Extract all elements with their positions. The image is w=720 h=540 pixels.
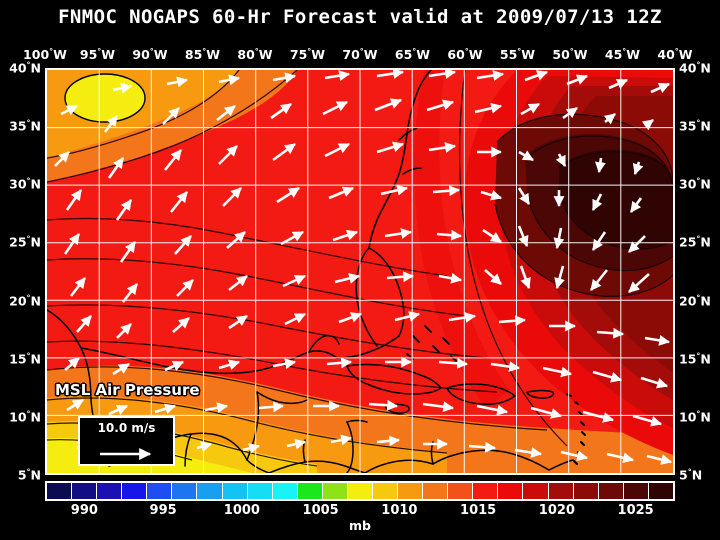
colorbar-swatch[interactable] bbox=[598, 483, 624, 499]
lon-tick-label: 90°W bbox=[132, 47, 168, 63]
colorbar-swatch[interactable] bbox=[247, 483, 273, 499]
lat-tick-label: 40°N bbox=[9, 60, 41, 76]
lat-tick-label: 35°N bbox=[9, 118, 41, 134]
lat-tick-label: 10°N bbox=[679, 409, 711, 425]
colorbar-swatch[interactable] bbox=[448, 483, 474, 499]
colorbar-unit-label: mb bbox=[349, 518, 371, 533]
colorbar-swatch[interactable] bbox=[347, 483, 374, 499]
colorbar-swatch[interactable] bbox=[122, 483, 148, 499]
lat-tick-label: 40°N bbox=[679, 60, 711, 76]
colorbar-swatch[interactable] bbox=[548, 483, 574, 499]
lat-tick-label: 15°N bbox=[9, 351, 41, 367]
lat-tick-label: 30°N bbox=[679, 176, 711, 192]
colorbar-swatch[interactable] bbox=[197, 483, 223, 499]
lat-tick-label: 10°N bbox=[9, 409, 41, 425]
colorbar-swatch[interactable] bbox=[648, 483, 673, 499]
wind-vector-scale-legend: 10.0 m/s bbox=[78, 416, 175, 466]
colorbar-swatch[interactable] bbox=[623, 483, 649, 499]
lat-tick-label: 5°N bbox=[17, 467, 41, 483]
lon-tick-label: 100°W bbox=[23, 47, 67, 63]
colorbar-swatch[interactable] bbox=[498, 483, 524, 499]
colorbar-tick-label: 1015 bbox=[460, 503, 497, 518]
colorbar-swatch[interactable] bbox=[373, 483, 399, 499]
lat-tick-label: 20°N bbox=[679, 292, 711, 309]
lon-tick-label: 65°W bbox=[394, 47, 431, 63]
right-arrow-icon bbox=[100, 448, 152, 460]
lat-tick-label: 25°N bbox=[9, 234, 41, 250]
lon-tick-label: 40°W bbox=[657, 47, 693, 63]
colorbar-swatch[interactable] bbox=[97, 483, 123, 499]
colorbar-tick-label: 1000 bbox=[223, 503, 260, 518]
colorbar-swatch[interactable] bbox=[72, 483, 98, 499]
colorbar-tick-label: 1010 bbox=[381, 503, 418, 518]
lat-tick-label: 35°N bbox=[679, 118, 711, 134]
colorbar-swatch[interactable] bbox=[297, 483, 323, 499]
lat-tick-label: 5°N bbox=[679, 467, 703, 483]
colorbar-swatch[interactable] bbox=[147, 483, 173, 499]
lat-tick-label: 15°N bbox=[679, 351, 711, 367]
colorbar-swatch[interactable] bbox=[573, 483, 599, 499]
colorbar-swatch[interactable] bbox=[398, 483, 424, 499]
lon-tick-label: 55°W bbox=[499, 47, 536, 63]
colorbar-tick-label: 1005 bbox=[302, 503, 339, 518]
lon-tick-label: 60°W bbox=[447, 47, 483, 63]
colorbar-swatch[interactable] bbox=[523, 483, 549, 499]
colorbar-swatch[interactable] bbox=[47, 483, 73, 499]
colorbar-swatch[interactable] bbox=[272, 483, 298, 499]
colorbar-swatch[interactable] bbox=[423, 483, 449, 499]
field-label: MSL Air Pressure bbox=[55, 381, 200, 399]
colorbar[interactable] bbox=[45, 481, 675, 501]
colorbar-tick-label: 1025 bbox=[617, 503, 654, 518]
lon-tick-label: 45°W bbox=[604, 47, 641, 63]
lon-tick-label: 80°W bbox=[237, 47, 273, 63]
page-title: FNMOC NOGAPS 60-Hr Forecast valid at 200… bbox=[58, 6, 662, 28]
colorbar-swatch[interactable] bbox=[473, 483, 499, 499]
colorbar-tick-label: 1020 bbox=[538, 503, 575, 518]
lon-tick-label: 70°W bbox=[342, 47, 378, 63]
colorbar-tick-label: 990 bbox=[70, 503, 98, 518]
lat-tick-label: 25°N bbox=[679, 234, 711, 250]
map-border bbox=[45, 68, 675, 475]
lon-tick-label: 50°W bbox=[552, 47, 588, 63]
colorbar-tick-label: 995 bbox=[149, 503, 177, 518]
lon-tick-label: 95°W bbox=[79, 47, 116, 63]
wind-scale-label: 10.0 m/s bbox=[97, 421, 156, 435]
map-panel[interactable] bbox=[45, 68, 675, 475]
lon-tick-label: 85°W bbox=[184, 47, 221, 63]
lat-tick-label: 30°N bbox=[9, 176, 41, 192]
lat-tick-label: 20°N bbox=[9, 292, 41, 309]
lon-tick-label: 75°W bbox=[289, 47, 326, 63]
colorbar-swatch[interactable] bbox=[172, 483, 198, 499]
colorbar-swatch[interactable] bbox=[222, 483, 248, 499]
colorbar-swatch[interactable] bbox=[322, 483, 348, 499]
